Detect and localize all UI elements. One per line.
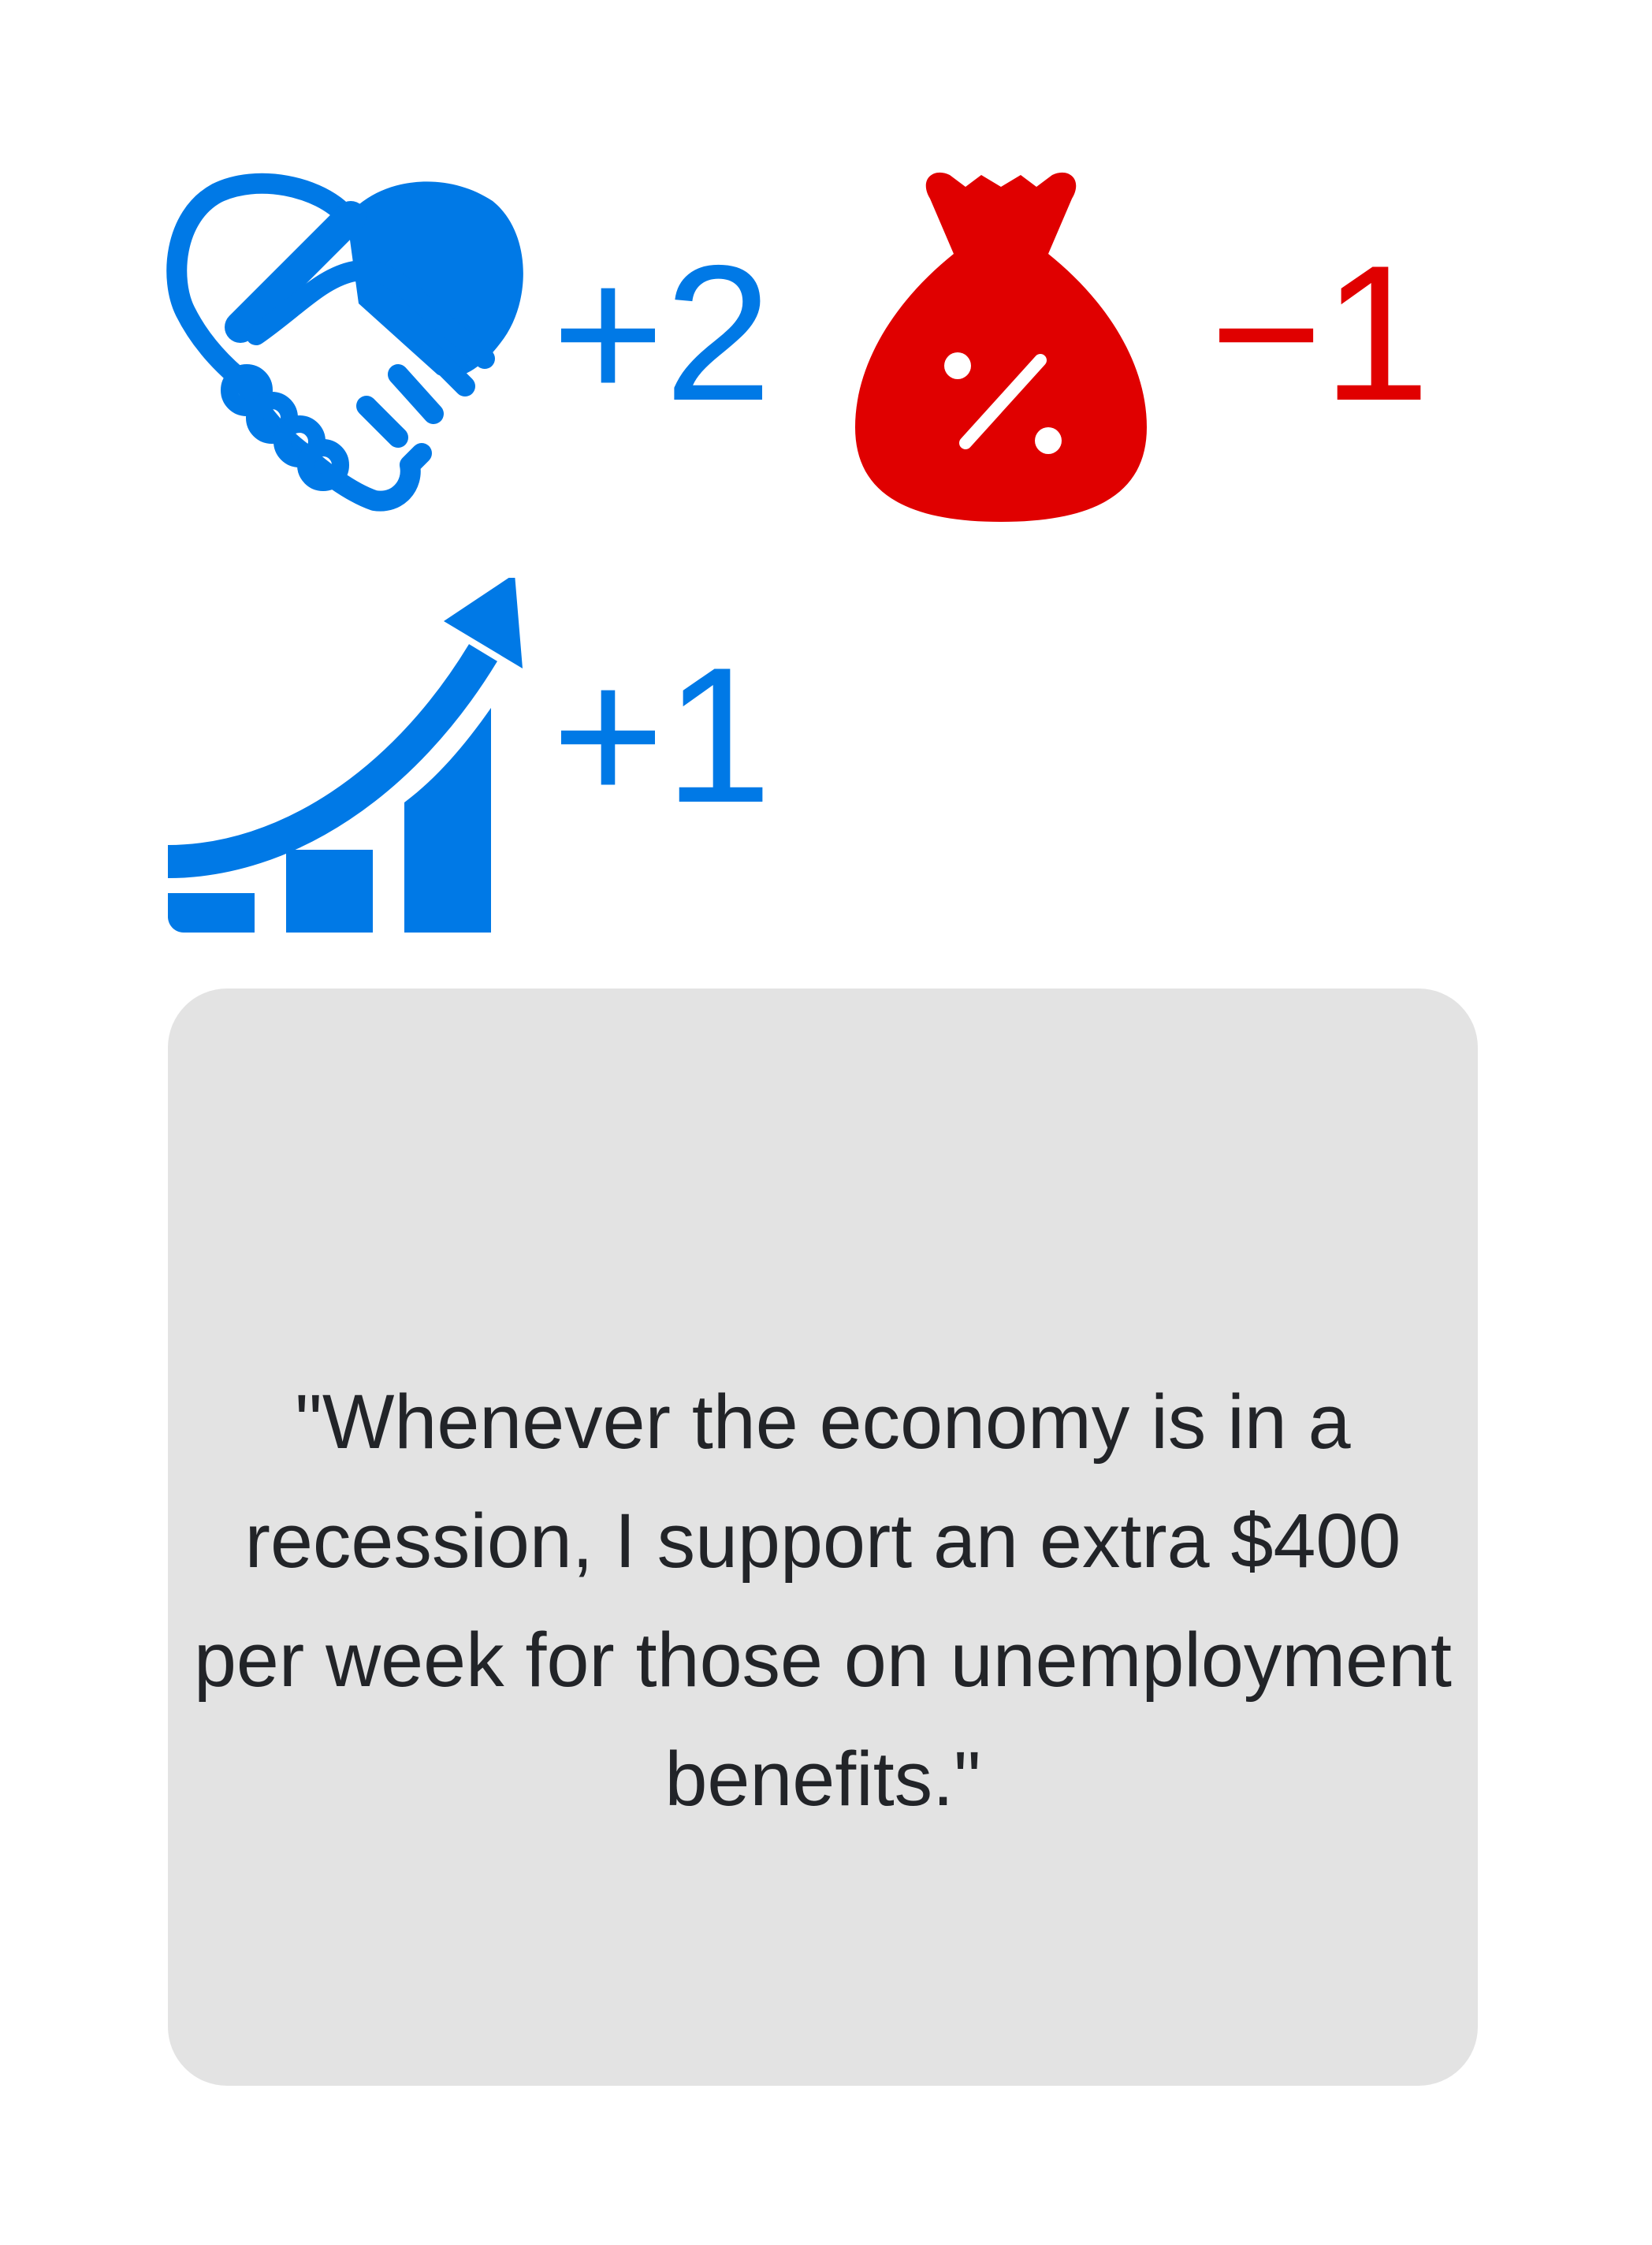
score-growth: +1 [552, 627, 772, 843]
heart-handshake-icon [166, 173, 523, 512]
score-handshake: +2 [552, 225, 772, 441]
score-money-bag: −1 [1210, 225, 1431, 441]
statement-card: "Whenever the economy is in a recession,… [168, 988, 1478, 2086]
statement-text: "Whenever the economy is in a recession,… [193, 1379, 1452, 1822]
growth-chart-icon [168, 578, 523, 933]
money-bag-percent-icon [855, 172, 1147, 523]
